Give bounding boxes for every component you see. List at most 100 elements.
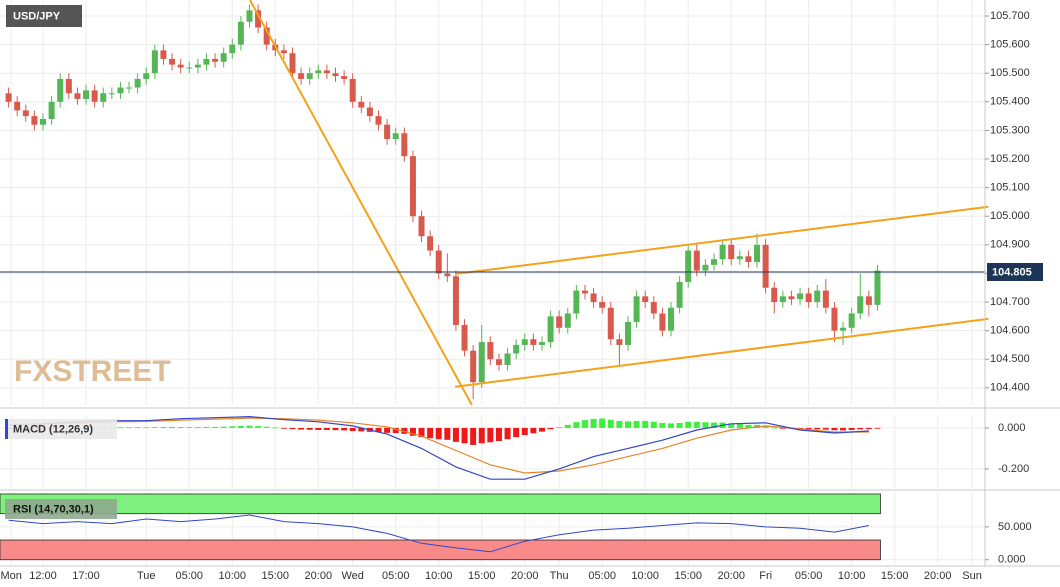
candle-body [693, 250, 700, 271]
rsi-title: RSI (14,70,30,1) [13, 503, 94, 515]
candle-body [108, 93, 115, 95]
marks [0, 0, 989, 561]
histogram-bar [332, 427, 339, 431]
histogram-bar [349, 427, 356, 431]
histogram-bar [771, 427, 778, 429]
candle-body [22, 110, 29, 117]
histogram-bar [384, 427, 391, 433]
x-tick-label: 20:00 [511, 570, 539, 582]
candle-body [349, 78, 356, 102]
candle-body [315, 70, 322, 74]
candle-body [91, 90, 98, 102]
y-tick-label: 104.900 [990, 239, 1030, 251]
candle-body [203, 58, 210, 65]
candle-body [384, 124, 391, 140]
candle-body [401, 133, 408, 157]
histogram-bar [513, 427, 520, 438]
candle-body [263, 27, 270, 45]
candle-body [65, 78, 72, 94]
histogram-bar [280, 427, 287, 429]
x-tick-label: 17:00 [72, 570, 100, 582]
candle-body [685, 250, 692, 283]
trendline [454, 317, 989, 388]
histogram-bar [427, 427, 434, 439]
candle-body [237, 21, 244, 45]
x-tick-label: 10:00 [425, 570, 453, 582]
histogram-bar [521, 427, 528, 436]
candle-body [169, 58, 176, 65]
macd-title-accent [5, 419, 8, 439]
candle-body [83, 90, 90, 99]
x-tick-label: 15:00 [262, 570, 290, 582]
histogram-bar [452, 427, 459, 442]
histogram-bar [685, 421, 692, 428]
candle-body [194, 64, 201, 68]
histogram-bar [186, 427, 193, 428]
candle-body [212, 58, 219, 62]
candle-body [177, 64, 184, 68]
candle-body [229, 44, 236, 54]
histogram-bar [607, 419, 614, 428]
histogram-bar [418, 427, 425, 438]
candle-body [31, 116, 38, 125]
candle-body [659, 313, 666, 331]
candle-body [375, 116, 382, 125]
x-tick-label: 15:00 [468, 570, 496, 582]
candle-body [857, 296, 864, 314]
y-tick-label: 105.600 [990, 39, 1030, 51]
candle-body [745, 256, 752, 262]
histogram-bar [194, 427, 201, 428]
histogram-bar [220, 426, 227, 428]
candle-body [427, 236, 434, 251]
histogram-bar [160, 426, 167, 428]
candle-body [487, 342, 494, 360]
histogram-bar [272, 427, 279, 429]
candle-body [538, 342, 545, 345]
candle-body [805, 293, 812, 303]
candle-body [581, 290, 588, 294]
histogram-bar [487, 427, 494, 443]
y-tick-label: 105.700 [990, 10, 1030, 22]
histogram-bar [203, 426, 210, 428]
candle-body [14, 101, 21, 111]
histogram-bar [642, 420, 649, 428]
histogram-bar [358, 427, 365, 432]
histogram-bar [624, 421, 631, 428]
histogram-bar [126, 427, 133, 429]
candle-body [788, 296, 795, 300]
candle-body [255, 10, 262, 28]
histogram-bar [169, 426, 176, 428]
x-tick-label: 15:00 [674, 570, 702, 582]
candle-body [435, 250, 442, 274]
candle-body [590, 293, 597, 303]
histogram-bar [805, 427, 812, 430]
candle-body [5, 93, 12, 102]
histogram-bar [547, 427, 554, 430]
histogram-bar [633, 420, 640, 428]
overbought-zone [0, 493, 881, 515]
histogram-bar [315, 427, 322, 430]
x-tick-label: 05:00 [382, 570, 410, 582]
candle-body [547, 316, 554, 343]
histogram-bar [659, 422, 666, 428]
histogram-bar [212, 426, 219, 428]
candle-body [126, 87, 133, 89]
candle-body [341, 76, 348, 79]
candle-body [607, 307, 614, 340]
candle-body [530, 339, 537, 345]
histogram-bar [564, 424, 571, 428]
y-tick-label: 50.000 [998, 521, 1032, 533]
x-tick-label: Thu [550, 570, 569, 582]
trendline [454, 205, 989, 275]
histogram-bar [117, 427, 124, 429]
x-tick-label: 12:00 [29, 570, 57, 582]
x-tick-label: 05:00 [175, 570, 203, 582]
histogram-bar [323, 427, 330, 430]
candle-body [624, 322, 631, 345]
histogram-bar [470, 427, 477, 445]
x-tick-label: 20:00 [717, 570, 745, 582]
histogram-bar [461, 427, 468, 444]
histogram-bar [237, 425, 244, 428]
